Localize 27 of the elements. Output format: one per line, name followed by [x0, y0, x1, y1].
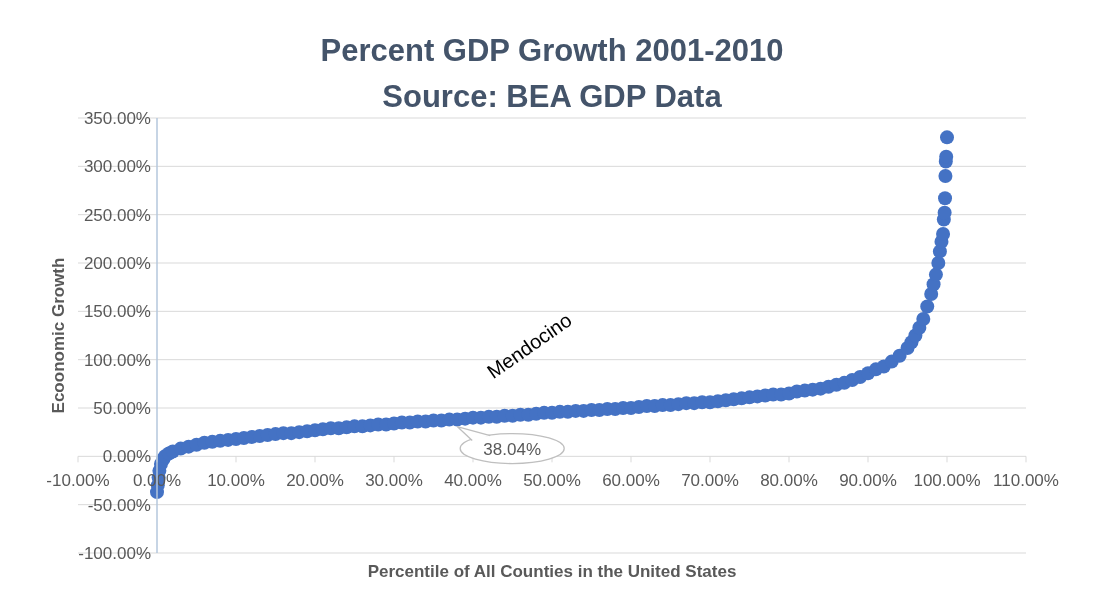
x-tick-label: 50.00% — [523, 471, 581, 491]
y-tick-label: 200.00% — [83, 254, 151, 273]
x-tick-label: 100.00% — [913, 471, 981, 491]
x-axis-title: Percentile of All Counties in the United States — [367, 562, 737, 581]
x-tick-label: 90.00% — [839, 471, 897, 491]
y-tick-label: 150.00% — [83, 302, 151, 322]
x-tick-label: 80.00% — [760, 471, 818, 491]
x-tick-label: 10.00% — [207, 471, 265, 491]
x-tick-label: 60.00% — [602, 471, 660, 491]
x-tick-label: 30.00% — [365, 471, 423, 491]
y-axis-title: Ecoonomic Growth — [49, 257, 69, 414]
y-tick-label: -100.00% — [78, 544, 151, 563]
y-tick-label: 250.00% — [83, 205, 151, 225]
y-tick-label: 0.00% — [102, 447, 151, 467]
x-tick-label: 20.00% — [286, 471, 344, 491]
x-tick-label: 70.00% — [681, 471, 739, 491]
annotation: 38.04% — [483, 439, 542, 459]
chart-subtitle: Source: BEA GDP Data — [382, 79, 722, 114]
x-tick-label: 40.00% — [444, 471, 502, 491]
y-tick-label: -50.00% — [87, 495, 151, 515]
y-tick-label: 100.00% — [83, 350, 151, 370]
y-tick-label: 50.00% — [93, 399, 151, 418]
y-tick-label: 300.00% — [83, 157, 151, 177]
x-tick-label: -10.00% — [46, 471, 110, 491]
x-tick-label: 110.00% — [993, 471, 1059, 491]
y-tick-label: 350.00% — [83, 109, 151, 128]
chart-title: Percent GDP Growth 2001-2010 — [319, 32, 785, 70]
